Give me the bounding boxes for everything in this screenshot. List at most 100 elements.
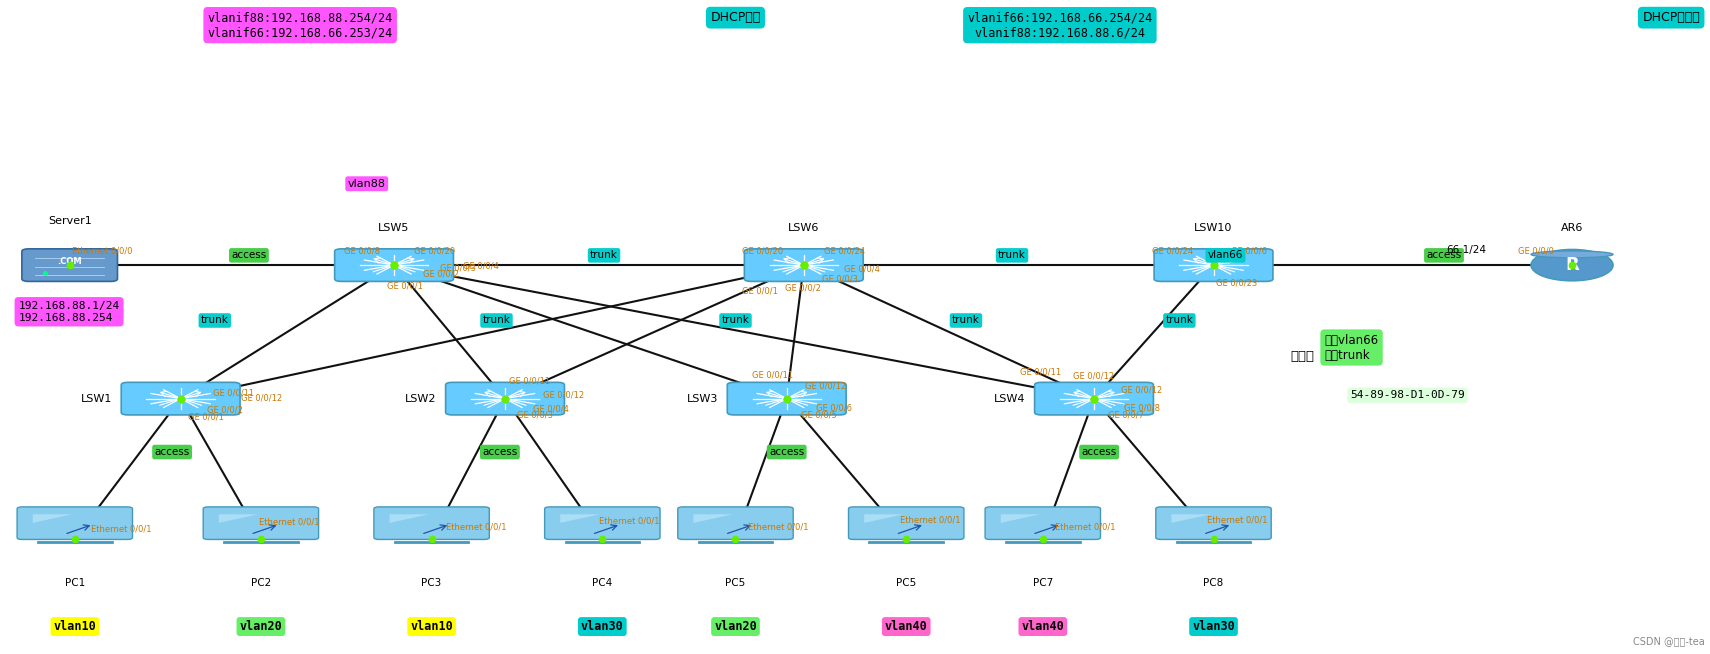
Text: GE 0/0/8: GE 0/0/8 bbox=[1123, 404, 1159, 413]
Text: PC7: PC7 bbox=[1033, 577, 1053, 588]
FancyBboxPatch shape bbox=[121, 383, 239, 415]
Text: GE 0/0/6: GE 0/0/6 bbox=[816, 404, 852, 413]
Text: Ethernet 0/0/1: Ethernet 0/0/1 bbox=[747, 522, 809, 531]
Text: CSDN @网工-tea: CSDN @网工-tea bbox=[1633, 636, 1705, 646]
Text: vlan66: vlan66 bbox=[1207, 250, 1243, 260]
Text: vlan40: vlan40 bbox=[884, 620, 927, 633]
Circle shape bbox=[1530, 250, 1613, 281]
Text: access: access bbox=[770, 447, 804, 457]
Text: Ethernet 0/0/1: Ethernet 0/0/1 bbox=[598, 517, 658, 525]
Text: R: R bbox=[1565, 256, 1578, 274]
Text: PC5: PC5 bbox=[896, 577, 917, 588]
Text: GE 0/0/8: GE 0/0/8 bbox=[344, 247, 380, 255]
Text: trunk: trunk bbox=[999, 250, 1026, 260]
Text: access: access bbox=[154, 447, 190, 457]
Text: PC8: PC8 bbox=[1204, 577, 1224, 588]
Text: Ethernet 0/0/1: Ethernet 0/0/1 bbox=[899, 516, 961, 525]
Text: GE 0/0/3: GE 0/0/3 bbox=[439, 264, 477, 272]
Text: PC4: PC4 bbox=[592, 577, 612, 588]
Polygon shape bbox=[1171, 514, 1211, 523]
Polygon shape bbox=[32, 514, 72, 523]
Polygon shape bbox=[694, 514, 734, 523]
Text: vlan30: vlan30 bbox=[1192, 620, 1235, 633]
Text: access: access bbox=[1081, 447, 1117, 457]
Text: vlan30: vlan30 bbox=[581, 620, 624, 633]
Text: DHCP中继: DHCP中继 bbox=[710, 11, 761, 24]
Text: vlan10: vlan10 bbox=[410, 620, 453, 633]
Text: trunk: trunk bbox=[1166, 315, 1194, 326]
Text: GE 0/0/20: GE 0/0/20 bbox=[742, 247, 783, 255]
Text: GE 0/0/24: GE 0/0/24 bbox=[824, 247, 865, 255]
Text: GE 0/0/11: GE 0/0/11 bbox=[752, 370, 793, 379]
Text: GE 0/0/23: GE 0/0/23 bbox=[1216, 279, 1259, 288]
Ellipse shape bbox=[1530, 251, 1613, 258]
Text: GE 0/0/12: GE 0/0/12 bbox=[542, 390, 585, 399]
Text: access: access bbox=[482, 447, 518, 457]
Text: Ethernet 0/0/1: Ethernet 0/0/1 bbox=[91, 524, 152, 533]
Text: GE 0/0/7: GE 0/0/7 bbox=[1108, 410, 1144, 419]
Text: Ethernet 0/0/0: Ethernet 0/0/0 bbox=[72, 247, 132, 255]
FancyBboxPatch shape bbox=[17, 507, 132, 540]
Text: GE 0/0/1: GE 0/0/1 bbox=[188, 412, 224, 421]
Text: AR6: AR6 bbox=[1561, 222, 1583, 233]
Text: LSW3: LSW3 bbox=[687, 394, 718, 404]
Text: vlan20: vlan20 bbox=[239, 620, 282, 633]
Text: GE 0/0/0: GE 0/0/0 bbox=[1518, 247, 1554, 255]
Text: GE 0/0/11: GE 0/0/11 bbox=[214, 388, 255, 397]
Text: access: access bbox=[231, 250, 267, 260]
Text: GE 0/0/1: GE 0/0/1 bbox=[386, 281, 422, 290]
FancyBboxPatch shape bbox=[744, 249, 864, 281]
FancyBboxPatch shape bbox=[677, 507, 793, 540]
Text: Ethernet 0/0/1: Ethernet 0/0/1 bbox=[1055, 522, 1115, 531]
Text: GE 0/0/3: GE 0/0/3 bbox=[821, 275, 858, 284]
FancyBboxPatch shape bbox=[22, 249, 118, 281]
Text: PC5: PC5 bbox=[725, 577, 746, 588]
FancyBboxPatch shape bbox=[374, 507, 489, 540]
Polygon shape bbox=[390, 514, 429, 523]
FancyBboxPatch shape bbox=[727, 383, 846, 415]
Text: 接入层: 接入层 bbox=[1291, 350, 1315, 363]
Text: GE 0/0/3: GE 0/0/3 bbox=[516, 411, 552, 420]
Text: PC3: PC3 bbox=[421, 577, 441, 588]
Text: 192.168.88.1/24
192.168.88.254: 192.168.88.1/24 192.168.88.254 bbox=[19, 301, 120, 322]
Text: .COM: .COM bbox=[58, 258, 82, 266]
FancyBboxPatch shape bbox=[203, 507, 318, 540]
Polygon shape bbox=[1000, 514, 1040, 523]
Text: trunk: trunk bbox=[482, 315, 510, 326]
Text: GE 0/0/20: GE 0/0/20 bbox=[414, 247, 455, 255]
Text: GE 0/0/12: GE 0/0/12 bbox=[805, 381, 846, 390]
Polygon shape bbox=[219, 514, 258, 523]
Text: GE 0/0/11: GE 0/0/11 bbox=[1021, 368, 1062, 377]
Text: LSW1: LSW1 bbox=[80, 394, 113, 404]
Text: GE 0/0/2: GE 0/0/2 bbox=[422, 269, 458, 279]
Text: Server1: Server1 bbox=[48, 216, 92, 226]
Text: PC2: PC2 bbox=[251, 577, 270, 588]
Text: Ethernet 0/0/1: Ethernet 0/0/1 bbox=[446, 523, 506, 532]
Text: Ethernet 0/0/1: Ethernet 0/0/1 bbox=[1207, 516, 1267, 525]
Text: GE 0/0/4: GE 0/0/4 bbox=[843, 265, 879, 274]
Text: GE 0/0/11: GE 0/0/11 bbox=[510, 377, 551, 385]
Text: trunk: trunk bbox=[952, 315, 980, 326]
Text: vlanif66:192.168.66.254/24
vlanif88:192.168.88.6/24: vlanif66:192.168.66.254/24 vlanif88:192.… bbox=[968, 11, 1153, 39]
Text: vlan88: vlan88 bbox=[347, 179, 386, 189]
FancyBboxPatch shape bbox=[544, 507, 660, 540]
Text: GE 0/0/24: GE 0/0/24 bbox=[1153, 247, 1194, 255]
Polygon shape bbox=[864, 514, 903, 523]
Text: vlanif88:192.168.88.254/24
vlanif66:192.168.66.253/24: vlanif88:192.168.88.254/24 vlanif66:192.… bbox=[207, 11, 393, 39]
Text: LSW2: LSW2 bbox=[405, 394, 436, 404]
Text: 66.1/24: 66.1/24 bbox=[1447, 245, 1486, 255]
FancyBboxPatch shape bbox=[985, 507, 1101, 540]
Text: Ethernet 0/0/1: Ethernet 0/0/1 bbox=[260, 517, 320, 526]
FancyBboxPatch shape bbox=[1035, 383, 1154, 415]
Text: GE 0/0/4: GE 0/0/4 bbox=[534, 404, 569, 413]
Text: GE 0/0/5: GE 0/0/5 bbox=[800, 410, 836, 419]
Text: 54-89-98-D1-0D-79: 54-89-98-D1-0D-79 bbox=[1351, 390, 1465, 400]
Text: PC1: PC1 bbox=[65, 577, 86, 588]
Text: GE 0/0/12: GE 0/0/12 bbox=[1122, 385, 1163, 394]
Text: GE 0/0/1: GE 0/0/1 bbox=[742, 286, 778, 296]
Text: trunk: trunk bbox=[590, 250, 617, 260]
Text: GE 0/0/6: GE 0/0/6 bbox=[1231, 247, 1267, 255]
FancyBboxPatch shape bbox=[1156, 507, 1271, 540]
Text: vlan40: vlan40 bbox=[1021, 620, 1064, 633]
FancyBboxPatch shape bbox=[1154, 249, 1272, 281]
